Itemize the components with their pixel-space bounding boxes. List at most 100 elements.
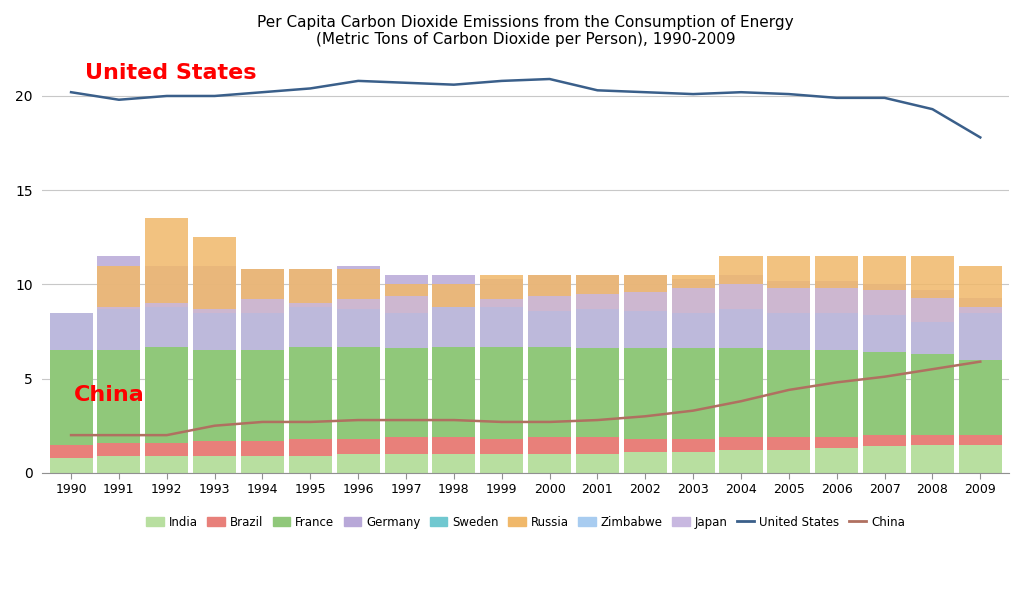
Bar [97, 454, 140, 473]
Bar [911, 322, 954, 473]
Bar [480, 454, 523, 473]
Bar [49, 444, 92, 473]
Bar [241, 456, 284, 473]
Bar [911, 444, 954, 473]
Legend: India, Brazil, France, Germany, Sweden, Russia, Zimbabwe, Japan, United States, : India, Brazil, France, Germany, Sweden, … [141, 511, 909, 533]
Bar [49, 458, 92, 473]
Bar [241, 350, 284, 473]
Bar [863, 290, 906, 473]
Bar [337, 309, 380, 473]
Bar [145, 454, 188, 473]
Bar [49, 350, 92, 473]
Bar [863, 284, 906, 473]
Bar [194, 441, 237, 473]
Bar [911, 461, 954, 473]
Bar [815, 256, 858, 473]
Bar [241, 300, 284, 473]
Bar [575, 275, 618, 473]
Bar [720, 450, 763, 473]
Bar [575, 454, 618, 473]
Bar [958, 463, 1001, 473]
Bar [958, 360, 1001, 473]
Bar [384, 437, 428, 473]
Bar [145, 266, 188, 473]
Text: United States: United States [85, 63, 257, 83]
Bar [49, 313, 92, 473]
Bar [432, 307, 475, 473]
Bar [958, 297, 1001, 473]
Bar [672, 313, 715, 473]
Bar [145, 442, 188, 473]
Bar [241, 441, 284, 473]
Bar [528, 456, 571, 473]
Bar [720, 275, 763, 473]
Bar [624, 458, 667, 473]
Bar [863, 352, 906, 473]
Bar [97, 309, 140, 473]
Bar [863, 447, 906, 473]
Bar [432, 275, 475, 473]
Bar [241, 269, 284, 473]
Bar [97, 307, 140, 473]
Bar [720, 309, 763, 473]
Bar [289, 269, 332, 473]
Bar [958, 307, 1001, 473]
Bar [911, 435, 954, 473]
Bar [624, 452, 667, 473]
Bar [575, 349, 618, 473]
Bar [337, 456, 380, 473]
Bar [194, 454, 237, 473]
Bar [672, 278, 715, 473]
Bar [97, 266, 140, 473]
Bar [289, 303, 332, 473]
Bar [337, 269, 380, 473]
Bar [528, 275, 571, 473]
Bar [194, 350, 237, 473]
Bar [337, 439, 380, 473]
Bar [815, 288, 858, 473]
Bar [432, 437, 475, 473]
Bar [863, 314, 906, 473]
Bar [480, 307, 523, 473]
Bar [624, 275, 667, 473]
Bar [480, 278, 523, 473]
Bar [528, 275, 571, 473]
Bar [97, 456, 140, 473]
Bar [958, 444, 1001, 473]
Bar [289, 307, 332, 473]
Bar [49, 313, 92, 473]
Bar [480, 456, 523, 473]
Bar [337, 266, 380, 473]
Bar [767, 288, 810, 473]
Bar [720, 284, 763, 473]
Bar [145, 218, 188, 473]
Bar [911, 354, 954, 473]
Bar [672, 458, 715, 473]
Bar [720, 256, 763, 473]
Bar [384, 349, 428, 473]
Bar [97, 442, 140, 473]
Bar [49, 350, 92, 473]
Bar [432, 307, 475, 473]
Bar [767, 350, 810, 473]
Bar [624, 349, 667, 473]
Bar [815, 313, 858, 473]
Bar [815, 350, 858, 473]
Bar [384, 313, 428, 473]
Bar [720, 349, 763, 473]
Bar [863, 435, 906, 473]
Text: China: China [74, 385, 144, 405]
Bar [815, 448, 858, 473]
Bar [624, 275, 667, 473]
Bar [337, 300, 380, 473]
Bar [672, 288, 715, 473]
Bar [384, 456, 428, 473]
Bar [958, 313, 1001, 473]
Bar [624, 439, 667, 473]
Bar [289, 439, 332, 473]
Bar [97, 350, 140, 473]
Bar [49, 313, 92, 473]
Bar [384, 296, 428, 473]
Bar [145, 346, 188, 473]
Bar [480, 439, 523, 473]
